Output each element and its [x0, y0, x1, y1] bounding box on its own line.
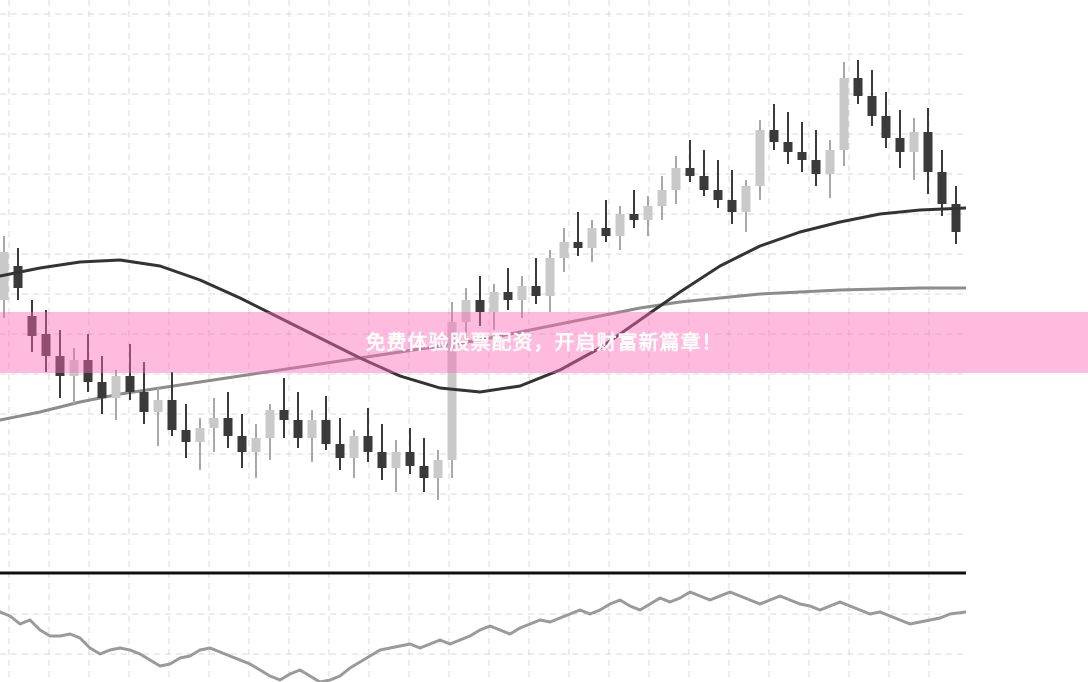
promo-banner-text: 免费体验股票配资，开启财富新篇章！ [365, 331, 723, 354]
chart-background [0, 0, 966, 682]
chart-canvas[interactable] [0, 0, 966, 682]
moving-average-slow [0, 286, 966, 422]
candlestick-chart[interactable] [0, 0, 966, 682]
candlestick-series [0, 60, 961, 500]
right-whitespace [966, 0, 1088, 682]
promo-banner[interactable]: 免费体验股票配资，开启财富新篇章！ [0, 312, 1088, 373]
indicator-series [0, 590, 966, 682]
moving-average-fast [0, 206, 966, 394]
